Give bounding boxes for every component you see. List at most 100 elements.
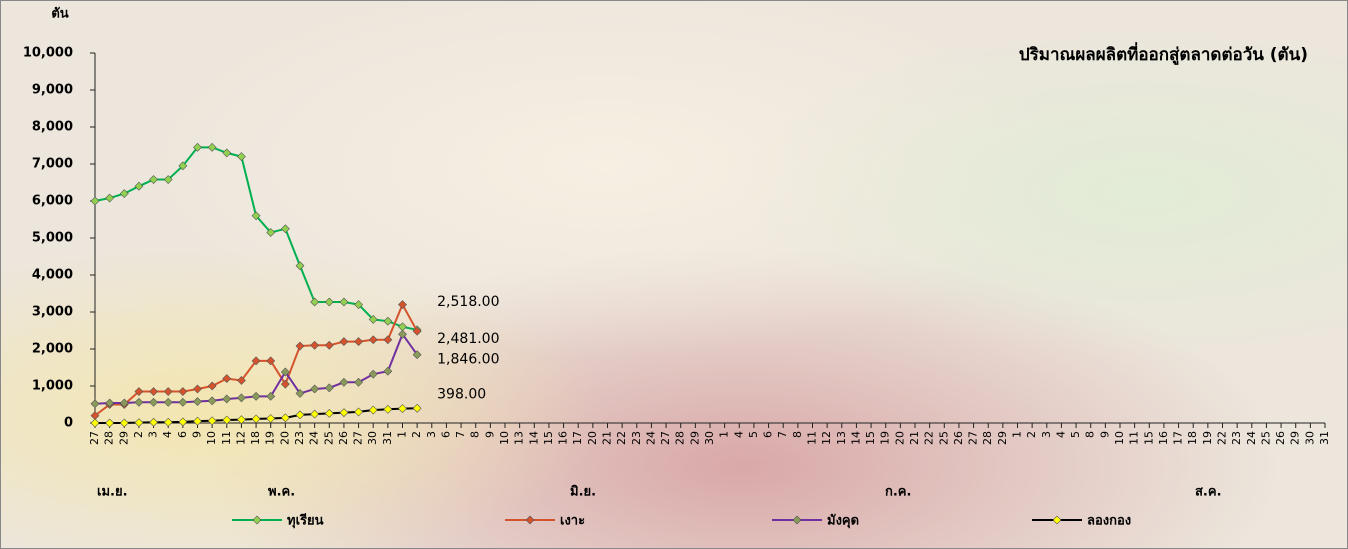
x-tick-label: 28 bbox=[981, 431, 994, 445]
data-label: 2,518.00 bbox=[437, 294, 499, 310]
y-tick-label: 5,000 bbox=[32, 231, 73, 246]
x-tick-label: 28 bbox=[674, 431, 687, 445]
x-tick-label: 29 bbox=[996, 431, 1009, 445]
y-tick-label: 4,000 bbox=[32, 268, 73, 283]
x-tick-label: 13 bbox=[513, 431, 526, 445]
x-tick-label: 3 bbox=[425, 431, 438, 438]
x-tick-label: 31 bbox=[381, 431, 394, 445]
x-tick-label: 7 bbox=[776, 431, 789, 438]
x-tick-label: 2 bbox=[132, 431, 145, 438]
x-tick-label: 25 bbox=[322, 431, 335, 445]
x-tick-label: 12 bbox=[234, 431, 247, 445]
x-tick-label: 11 bbox=[806, 431, 819, 445]
x-tick-label: 29 bbox=[117, 431, 130, 445]
x-tick-label: 26 bbox=[337, 431, 350, 445]
x-tick-label: 22 bbox=[1216, 431, 1229, 445]
month-label: ก.ค. bbox=[885, 485, 911, 500]
x-tick-label: 11 bbox=[1128, 431, 1141, 445]
x-tick-label: 22 bbox=[923, 431, 936, 445]
x-tick-label: 19 bbox=[879, 431, 892, 445]
x-tick-label: 30 bbox=[703, 431, 716, 445]
x-tick-label: 3 bbox=[147, 431, 160, 438]
x-tick-label: 12 bbox=[820, 431, 833, 445]
x-tick-label: 15 bbox=[1142, 431, 1155, 445]
x-tick-label: 29 bbox=[1289, 431, 1302, 445]
x-tick-label: 17 bbox=[1172, 431, 1185, 445]
y-tick-label: 8,000 bbox=[32, 120, 73, 135]
data-label: 398.00 bbox=[437, 386, 486, 402]
x-tick-label: 15 bbox=[864, 431, 877, 445]
y-tick-label: 0 bbox=[64, 416, 73, 431]
data-label: 2,481.00 bbox=[437, 331, 499, 347]
x-tick-label: 8 bbox=[791, 431, 804, 438]
x-tick-label: 23 bbox=[293, 431, 306, 445]
x-tick-label: 22 bbox=[615, 431, 628, 445]
x-tick-label: 5 bbox=[1069, 431, 1082, 438]
legend-label: เงาะ bbox=[560, 514, 585, 529]
x-tick-label: 30 bbox=[1303, 431, 1316, 445]
x-tick-label: 1 bbox=[396, 431, 409, 438]
x-tick-label: 23 bbox=[1230, 431, 1243, 445]
x-tick-label: 27 bbox=[352, 431, 365, 445]
y-tick-label: 9,000 bbox=[32, 83, 73, 98]
x-tick-label: 19 bbox=[264, 431, 277, 445]
x-tick-label: 18 bbox=[249, 431, 262, 445]
y-tick-label: 10,000 bbox=[23, 46, 73, 61]
x-tick-label: 8 bbox=[1084, 431, 1097, 438]
x-tick-label: 1 bbox=[718, 431, 731, 438]
page: ปริมาณผลผลิตที่ออกสู่ตลาดต่อวัน (ตัน) ตั… bbox=[0, 0, 1348, 549]
x-tick-label: 31 bbox=[1318, 431, 1331, 445]
x-tick-label: 16 bbox=[557, 431, 570, 445]
x-tick-label: 21 bbox=[908, 431, 921, 445]
x-tick-label: 4 bbox=[1054, 431, 1067, 438]
x-tick-label: 18 bbox=[1186, 431, 1199, 445]
y-tick-label: 6,000 bbox=[32, 194, 73, 209]
x-tick-label: 6 bbox=[176, 431, 189, 438]
x-tick-label: 3 bbox=[1040, 431, 1053, 438]
x-tick-label: 2 bbox=[1025, 431, 1038, 438]
x-tick-label: 28 bbox=[103, 431, 116, 445]
x-tick-label: 30 bbox=[366, 431, 379, 445]
legend-label: ลองกอง bbox=[1087, 514, 1131, 529]
x-tick-label: 25 bbox=[1259, 431, 1272, 445]
x-tick-label: 9 bbox=[483, 431, 496, 438]
x-tick-label: 7 bbox=[454, 431, 467, 438]
x-tick-label: 13 bbox=[835, 431, 848, 445]
chart: ปริมาณผลผลิตที่ออกสู่ตลาดต่อวัน (ตัน) ตั… bbox=[0, 0, 1348, 549]
x-tick-label: 27 bbox=[967, 431, 980, 445]
x-tick-label: 20 bbox=[278, 431, 291, 445]
chart-title: ปริมาณผลผลิตที่ออกสู่ตลาดต่อวัน (ตัน) bbox=[1019, 42, 1308, 66]
x-tick-label: 24 bbox=[1245, 431, 1258, 445]
legend-label: ทุเรียน bbox=[287, 513, 324, 529]
x-tick-label: 24 bbox=[644, 431, 657, 445]
x-tick-label: 2 bbox=[410, 431, 423, 438]
x-tick-label: 25 bbox=[937, 431, 950, 445]
y-tick-label: 3,000 bbox=[32, 305, 73, 320]
month-label: เม.ย. bbox=[97, 485, 128, 500]
x-tick-label: 4 bbox=[732, 431, 745, 438]
x-tick-label: 11 bbox=[220, 431, 233, 445]
x-tick-label: 27 bbox=[88, 431, 101, 445]
x-tick-label: 26 bbox=[1274, 431, 1287, 445]
y-tick-label: 1,000 bbox=[32, 379, 73, 394]
x-tick-label: 14 bbox=[527, 431, 540, 445]
y-tick-label: 7,000 bbox=[32, 157, 73, 172]
x-tick-label: 10 bbox=[498, 431, 511, 445]
x-tick-label: 21 bbox=[601, 431, 614, 445]
x-tick-label: 10 bbox=[205, 431, 218, 445]
y-tick-label: 2,000 bbox=[32, 342, 73, 357]
x-tick-label: 10 bbox=[1113, 431, 1126, 445]
month-label: มิ.ย. bbox=[570, 485, 596, 500]
x-tick-label: 16 bbox=[1157, 431, 1170, 445]
data-label: 1,846.00 bbox=[437, 352, 499, 368]
x-tick-label: 9 bbox=[191, 431, 204, 438]
x-tick-label: 6 bbox=[762, 431, 775, 438]
x-tick-label: 1 bbox=[1011, 431, 1024, 438]
x-tick-label: 6 bbox=[439, 431, 452, 438]
x-tick-label: 17 bbox=[571, 431, 584, 445]
x-tick-label: 23 bbox=[630, 431, 643, 445]
month-label: ส.ค. bbox=[1195, 485, 1222, 500]
background-tint bbox=[0, 0, 1348, 549]
x-tick-label: 4 bbox=[161, 431, 174, 438]
y-axis-title: ตัน bbox=[51, 7, 68, 22]
